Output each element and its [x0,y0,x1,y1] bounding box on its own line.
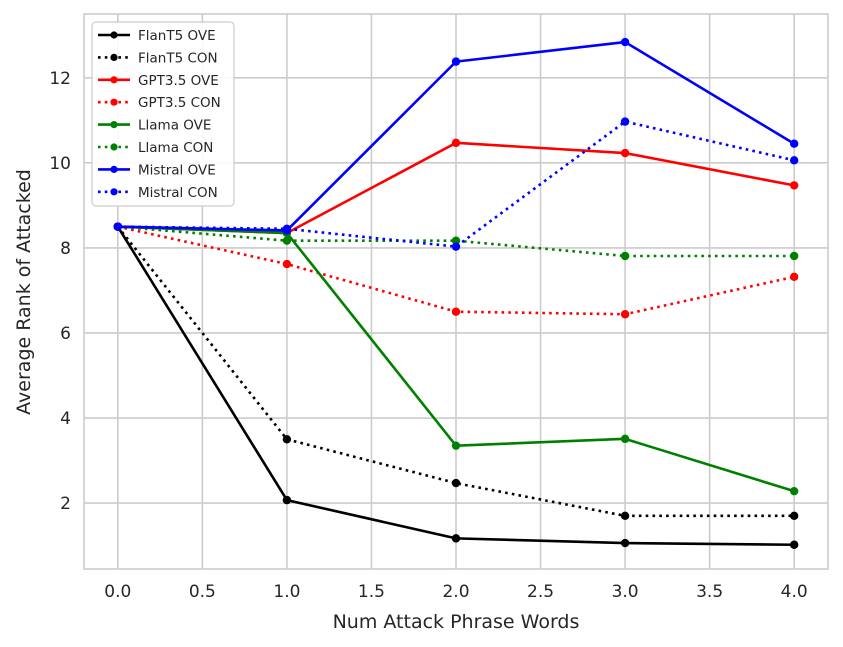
data-point [451,307,461,316]
y-tick-label: 8 [60,239,71,259]
legend-marker [110,76,118,84]
legend-marker [110,31,118,39]
x-tick-label: 0.0 [104,582,131,602]
legend-item: Llama OVE [98,118,211,134]
data-point [789,486,799,496]
legend-label: Mistral OVE [138,162,216,178]
legend-label: FlanT5 OVE [138,28,216,44]
data-point [620,251,630,261]
data-point [282,224,292,233]
data-point [451,138,461,148]
legend-item: Mistral CON [98,185,218,201]
data-point [282,236,292,245]
legend-item: GPT3.5 CON [98,95,221,111]
y-axis-label: Average Rank of Attacked [13,169,35,415]
x-tick-label: 2.5 [527,582,554,602]
legend-label: FlanT5 CON [138,50,218,66]
legend-item: Llama CON [98,140,213,156]
series-lines [113,37,799,549]
data-point [789,139,799,148]
grid-lines [84,14,828,569]
series-line [117,120,795,248]
data-point [282,495,292,505]
data-point [451,478,461,488]
tick-labels: 0.0 0.5 1.0 1.5 2.0 2.5 3.0 3.5 4.0 2 4 6 8 10 12 [49,69,807,602]
data-point [451,242,461,251]
legend-item: FlanT5 OVE [98,28,216,44]
data-point [451,236,461,245]
data-point [620,310,630,319]
legend-marker [110,143,118,151]
data-point [620,434,630,444]
legend-marker [110,188,118,196]
legend-label: Mistral CON [138,185,218,201]
series-mistral-con [113,117,799,251]
data-point [620,538,630,548]
data-point [789,251,799,261]
series-line [116,225,795,518]
legend-item: Mistral OVE [98,162,216,178]
legend-label: Llama OVE [138,118,211,134]
legend-item: GPT3.5 OVE [98,73,219,89]
y-tick-label: 4 [60,409,71,429]
data-point [620,37,630,47]
data-point [451,57,461,66]
x-tick-label: 1.0 [273,582,300,602]
x-tick-label: 4.0 [781,582,808,602]
legend: FlanT5 OVE FlanT5 CON GPT3.5 OVE GPT3.5 CON… [91,21,235,207]
data-point [620,511,630,521]
legend-marker [110,98,118,106]
legend-item: FlanT5 CON [98,50,218,66]
data-point [113,222,123,231]
data-point [789,272,799,282]
data-point [789,540,799,549]
legend-marker [110,121,118,129]
legend-marker [110,165,118,173]
y-tick-label: 6 [60,324,71,344]
data-point [620,117,630,126]
x-axis-label: Num Attack Phrase Words [333,611,580,633]
y-tick-label: 10 [49,154,71,174]
legend-label: GPT3.5 OVE [138,73,219,89]
y-tick-label: 12 [49,69,71,89]
data-point [451,441,461,450]
data-point [282,435,292,444]
y-tick-label: 2 [60,494,71,514]
data-point [789,156,799,165]
data-point [282,259,292,269]
legend-marker [110,53,118,62]
legend-label: Llama CON [138,140,213,156]
legend-label: GPT3.5 CON [138,95,221,111]
x-tick-label: 0.5 [189,582,216,602]
x-tick-label: 1.5 [358,582,385,602]
data-point [620,148,630,158]
legend-box [91,21,235,207]
series-llama-ove [113,222,799,496]
data-point [451,534,461,543]
plot-frame [83,13,829,570]
data-point [789,181,799,190]
x-tick-label: 2.0 [442,582,469,602]
x-tick-label: 3.5 [696,582,723,602]
plot-border [83,13,829,570]
x-tick-label: 3.0 [612,582,639,602]
data-point [789,511,799,521]
series-line [117,225,795,258]
